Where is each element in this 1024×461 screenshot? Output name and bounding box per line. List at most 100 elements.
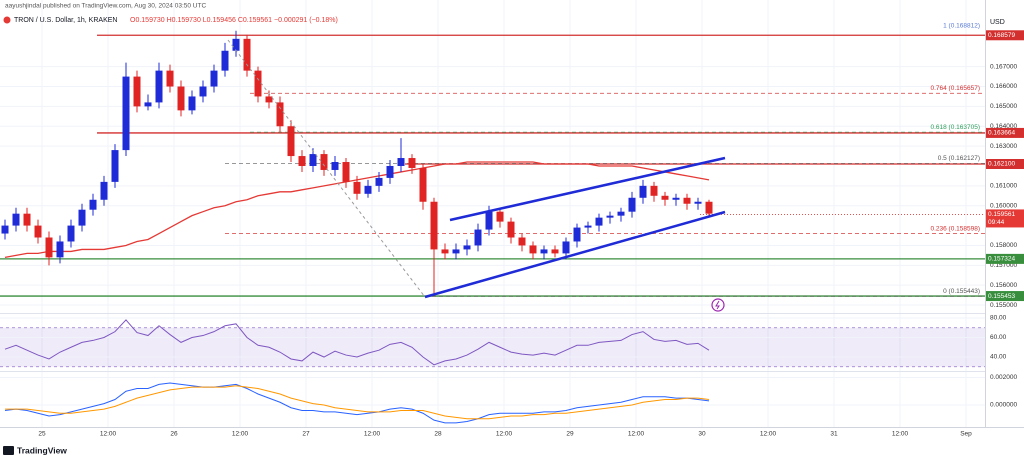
indicator-line: [4, 319, 710, 366]
currency: USD: [990, 19, 1005, 26]
candle-body: [661, 195, 669, 200]
y-tick-label: 60.00: [990, 334, 1007, 341]
candle-body: [23, 213, 31, 226]
candle-body: [1, 225, 9, 234]
candle-body: [386, 165, 394, 178]
candle-body: [419, 167, 427, 202]
candle-body: [67, 225, 75, 242]
price-tag-label: 0.157324: [988, 256, 1015, 263]
candle-body: [155, 70, 163, 103]
candle-body: [166, 70, 174, 87]
symbol-logo: [3, 16, 11, 24]
y-tick-label: 40.00: [990, 354, 1007, 361]
price-tag-label: 0.162100: [988, 161, 1015, 168]
candle-body: [639, 185, 647, 198]
pane-separator: [0, 371, 985, 372]
candle-body: [628, 197, 636, 212]
x-tick-label: 12:00: [364, 431, 381, 438]
x-tick-label: 29: [566, 431, 574, 438]
candle-body: [672, 197, 680, 200]
time-axis-border: [0, 427, 1024, 428]
candle-body: [408, 158, 416, 168]
footer-logo: [3, 446, 14, 455]
candle-body: [188, 96, 196, 111]
candle-body: [397, 158, 405, 166]
price-tag: [986, 30, 1024, 41]
price-tag: [986, 127, 1024, 138]
channel-lower: [424, 210, 726, 299]
candle-body: [375, 177, 383, 186]
candle-body: [474, 229, 482, 246]
candle-body: [232, 38, 240, 51]
indicator-line: [5, 385, 710, 420]
y-tick-label: 0.160000: [990, 202, 1017, 209]
candle-body: [496, 211, 504, 222]
candle-body: [694, 201, 702, 204]
x-tick-label: 28: [434, 431, 442, 438]
y-tick-label: 0.157000: [990, 262, 1017, 269]
y-tick-label: 0.002000: [990, 374, 1017, 381]
grid: [0, 0, 985, 427]
y-tick-label: 0.155000: [990, 302, 1017, 309]
x-tick-label: 26: [170, 431, 178, 438]
candle-body: [265, 96, 273, 103]
price-tag: [986, 253, 1024, 264]
x-tick-label: 12:00: [100, 431, 117, 438]
fib-label: 1 (0.168812): [943, 22, 980, 29]
price-axis-border: [985, 0, 986, 427]
candle-body: [78, 209, 86, 226]
candle-body: [111, 150, 119, 182]
candle-body: [100, 181, 108, 200]
y-tick-label: 80.00: [990, 315, 1007, 322]
candle-body: [606, 215, 614, 218]
x-tick-label: 27: [302, 431, 310, 438]
fib-label: 0.5 (0.162127): [938, 155, 980, 162]
candle-body: [595, 217, 603, 226]
price-tag-label: 0.168579: [988, 32, 1015, 39]
price-tag-label: 0.159561: [988, 211, 1015, 218]
candle-body: [353, 181, 361, 194]
ohlc: O0.159730 H0.159730 L0.159456 C0.159561 …: [130, 17, 338, 24]
candle-body: [144, 102, 152, 107]
x-tick-label: 12:00: [760, 431, 777, 438]
candle-body: [122, 76, 130, 151]
y-tick-label: 0.156000: [990, 282, 1017, 289]
alert-icon-bolt: [715, 300, 720, 310]
candle-body: [210, 70, 218, 87]
y-tick-label: 0.167000: [990, 63, 1017, 70]
x-tick-label: 12:00: [628, 431, 645, 438]
pane-separator: [0, 313, 985, 314]
candle-body: [452, 249, 460, 254]
x-tick-label: 12:00: [892, 431, 909, 438]
alert-icon[interactable]: [711, 298, 725, 312]
y-tick-label: 0.000000: [990, 402, 1017, 409]
candle-body: [34, 225, 42, 238]
footer: TradingView: [17, 445, 67, 455]
y-tick-label: 0.158000: [990, 242, 1017, 249]
candle-body: [463, 245, 471, 250]
price-tag-label: 0.155453: [988, 293, 1015, 300]
publisher: aayushjindal published on TradingView.co…: [5, 3, 206, 10]
candle-body: [342, 162, 350, 182]
candle-body: [254, 70, 262, 97]
candle-body: [56, 241, 64, 258]
candle-body: [287, 126, 295, 157]
candle-body: [540, 249, 548, 254]
price-tag: [986, 159, 1024, 169]
candle-body: [441, 249, 449, 254]
fib-label: 0.764 (0.165657): [930, 85, 980, 92]
fib-label: 0.618 (0.163705): [930, 124, 980, 131]
candle-body: [562, 241, 570, 254]
candle-body: [650, 185, 658, 196]
candle-body: [485, 211, 493, 230]
price-tag-label: 0.163664: [988, 130, 1015, 137]
x-tick-label: 30: [698, 431, 706, 438]
countdown: 09:44: [988, 219, 1005, 226]
candle-body: [45, 237, 53, 258]
y-tick-label: 0.165000: [990, 103, 1017, 110]
candle-body: [529, 245, 537, 254]
candle-body: [705, 201, 713, 214]
candle-body: [89, 199, 97, 210]
x-tick-label: 12:00: [496, 431, 513, 438]
